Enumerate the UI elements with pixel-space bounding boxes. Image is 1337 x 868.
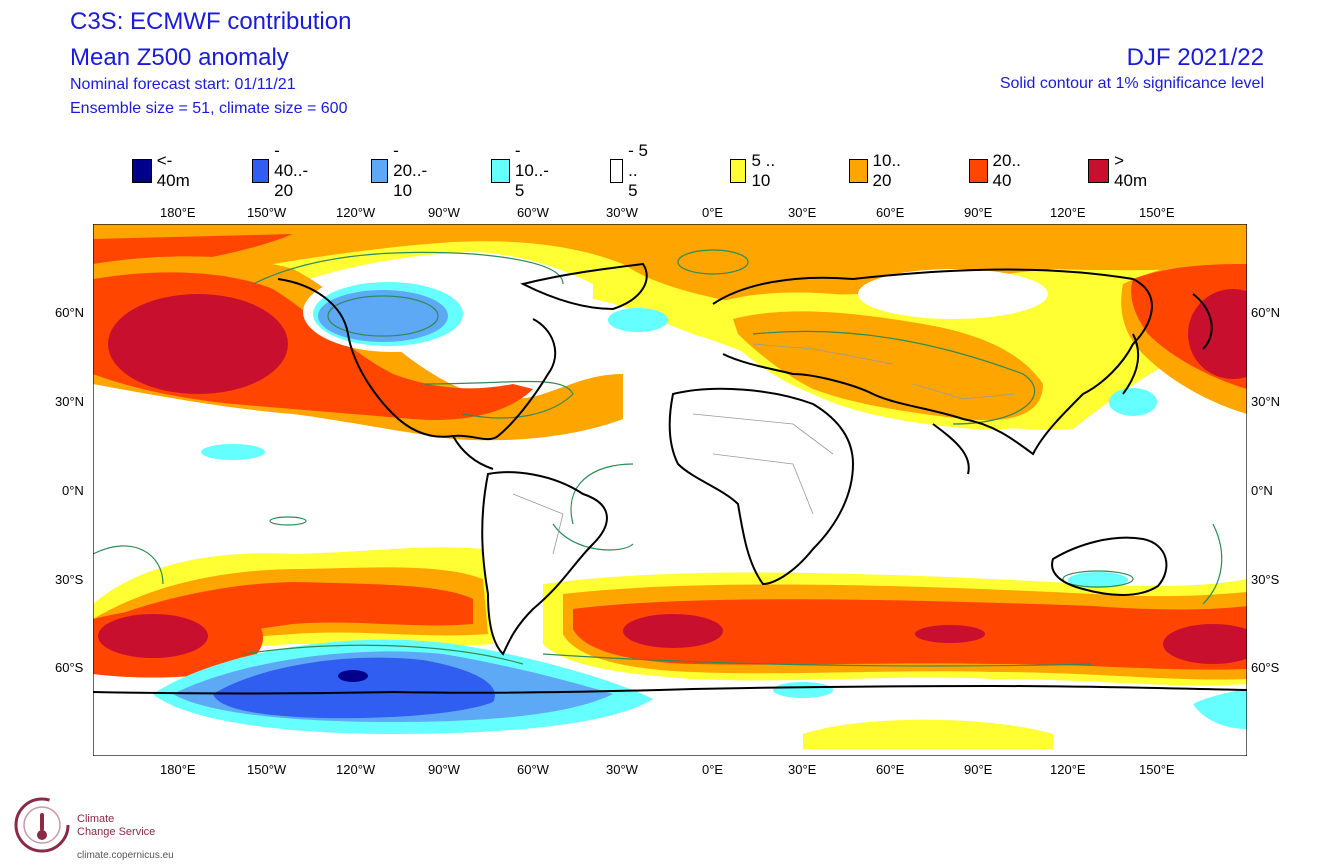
legend-label: - 5 .. 5 — [628, 141, 648, 200]
map-title: C3S: ECMWF contribution — [70, 8, 352, 35]
copernicus-logo — [14, 797, 70, 853]
logo-text: Change Service — [77, 826, 156, 838]
lon-label-bottom: 30°W — [606, 762, 638, 777]
ensemble-size-text: Ensemble size = 51, climate size = 600 — [70, 100, 348, 117]
legend-swatch — [371, 159, 389, 183]
lon-label-top: 150°W — [247, 205, 287, 220]
lon-label-top: 0°E — [702, 205, 724, 220]
lat-label-left: 60°N — [55, 305, 85, 320]
lon-label-top: 60°W — [517, 205, 549, 220]
legend-swatch — [491, 159, 510, 183]
forecast-period: DJF 2021/22 — [1126, 44, 1264, 71]
legend-swatch — [849, 159, 868, 183]
anomaly-shading — [93, 224, 1247, 749]
country-borders — [512, 343, 1014, 555]
lon-label-bottom: 0°E — [702, 762, 724, 777]
legend-item: <- 40m — [132, 151, 196, 190]
lat-label-left: 30°N — [55, 394, 85, 409]
lon-label-bottom: 30°E — [788, 762, 817, 777]
lon-label-top: 120°W — [336, 205, 376, 220]
coastlines — [93, 262, 1247, 695]
lon-label-bottom: 60°W — [517, 762, 549, 777]
legend-item: - 10..- 5 — [491, 141, 556, 200]
legend-swatch — [132, 159, 152, 183]
legend-swatch — [610, 159, 624, 183]
lon-label-top: 60°E — [876, 205, 905, 220]
legend-item: 10.. 20 — [849, 151, 908, 190]
logo-text: Climate — [77, 813, 115, 825]
lon-label-top: 180°E — [160, 205, 196, 220]
logo-url: climate.copernicus.eu — [77, 850, 174, 861]
lon-label-top: 90°W — [428, 205, 460, 220]
legend-item: - 5 .. 5 — [610, 141, 650, 200]
significance-note: Solid contour at 1% significance level — [999, 75, 1264, 92]
significance-contours — [93, 249, 1223, 667]
lat-label-right: 60°N — [1251, 305, 1281, 320]
legend-swatch — [730, 159, 747, 183]
lat-label-right: 0°N — [1251, 483, 1273, 498]
legend-label: - 40..- 20 — [274, 141, 309, 200]
map-subtitle: Mean Z500 anomaly — [70, 44, 289, 71]
legend-item: 5 .. 10 — [730, 151, 780, 190]
legend-label: 20.. 40 — [992, 151, 1021, 190]
legend-label: 10.. 20 — [872, 151, 901, 190]
lat-label-left: 60°S — [55, 660, 84, 675]
lon-label-top: 120°E — [1050, 205, 1086, 220]
legend-item: > 40m — [1088, 151, 1152, 190]
lat-label-right: 60°S — [1251, 660, 1280, 675]
anomaly-map — [93, 224, 1247, 756]
lat-label-left: 0°N — [62, 483, 84, 498]
legend-item: 20.. 40 — [969, 151, 1028, 190]
lon-label-bottom: 90°W — [428, 762, 460, 777]
legend-swatch — [969, 159, 988, 183]
legend-swatch — [252, 159, 270, 183]
lat-label-right: 30°N — [1251, 394, 1281, 409]
lon-label-bottom: 150°W — [247, 762, 287, 777]
lon-label-bottom: 120°W — [336, 762, 376, 777]
legend-label: > 40m — [1114, 151, 1148, 190]
legend-label: - 10..- 5 — [514, 141, 549, 200]
legend-label: 5 .. 10 — [751, 151, 776, 190]
lon-label-top: 150°E — [1139, 205, 1175, 220]
legend-label: <- 40m — [156, 151, 190, 190]
legend-swatch — [1088, 159, 1110, 183]
legend-label: - 20..- 10 — [393, 141, 428, 200]
lon-label-bottom: 120°E — [1050, 762, 1086, 777]
lat-label-right: 30°S — [1251, 572, 1280, 587]
lat-label-left: 30°S — [55, 572, 84, 587]
lon-label-top: 90°E — [964, 205, 993, 220]
lon-label-bottom: 180°E — [160, 762, 196, 777]
lon-label-top: 30°E — [788, 205, 817, 220]
lon-label-bottom: 60°E — [876, 762, 905, 777]
forecast-start-text: Nominal forecast start: 01/11/21 — [70, 76, 296, 93]
lon-label-bottom: 90°E — [964, 762, 993, 777]
lon-label-top: 30°W — [606, 205, 638, 220]
legend-item: - 20..- 10 — [371, 141, 436, 200]
legend-item: - 40..- 20 — [252, 141, 317, 200]
lon-label-bottom: 150°E — [1139, 762, 1175, 777]
